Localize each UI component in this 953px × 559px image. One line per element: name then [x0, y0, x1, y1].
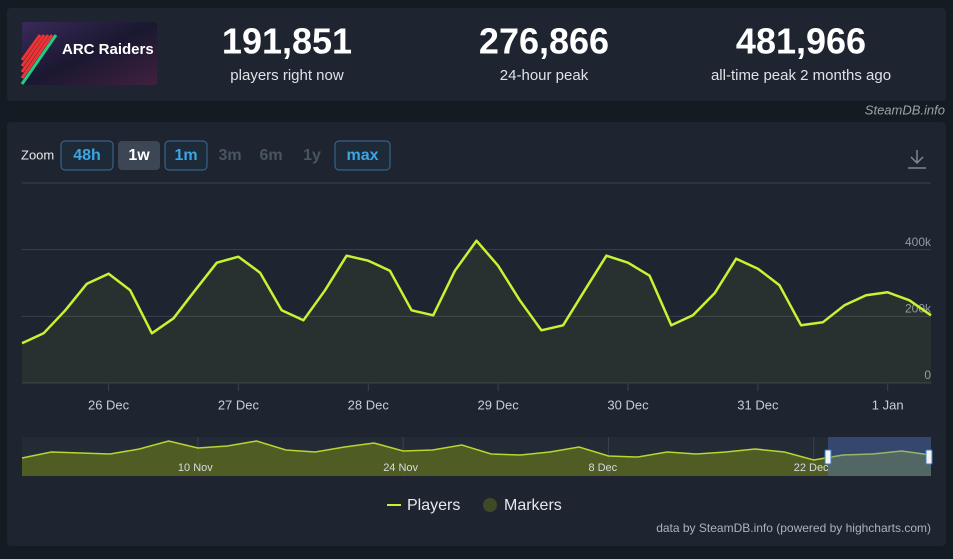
- button-label: 48h: [73, 147, 101, 164]
- zoom-buttons: 48h 1w 1m 3m 6m 1y max: [60, 140, 391, 171]
- credits: data by SteamDB.info (powered by highcha…: [656, 521, 931, 535]
- stat-label: all-time peak 2 months ago: [711, 67, 891, 84]
- button-label: max: [346, 147, 378, 164]
- stat-value: 481,966: [736, 21, 866, 62]
- area-fill: [22, 441, 931, 476]
- button-frame: [334, 140, 391, 171]
- legend-label[interactable]: Markers: [504, 497, 562, 514]
- stat-value: 276,866: [479, 21, 609, 62]
- area-fill: [22, 240, 931, 383]
- navigator-selection[interactable]: [828, 437, 931, 476]
- zoom-button: 6m: [259, 147, 282, 164]
- x-tick-label: 24 Nov: [383, 462, 418, 474]
- button-label: 6m: [259, 147, 282, 164]
- x-tick-label: 28 Dec: [348, 397, 390, 412]
- zoom-button: 3m: [218, 147, 241, 164]
- button-frame: [164, 140, 208, 171]
- zoom-button[interactable]: max: [334, 140, 391, 171]
- button-frame: [60, 140, 114, 171]
- source-link[interactable]: SteamDB.info: [865, 102, 945, 117]
- y-tick-label: 0: [924, 368, 931, 382]
- legend-symbol: [483, 498, 497, 512]
- x-tick-label: 1 Jan: [872, 397, 904, 412]
- zoom-button[interactable]: 1m: [164, 140, 208, 171]
- series-line: [21, 440, 932, 461]
- x-tick-label: 30 Dec: [607, 397, 649, 412]
- zoom-label: Zoom: [21, 147, 54, 162]
- x-tick-label: 8 Dec: [588, 462, 617, 474]
- download-icon[interactable]: [908, 150, 926, 169]
- button-label: 3m: [218, 147, 241, 164]
- x-tick-label: 22 Dec: [794, 462, 829, 474]
- button-frame: [118, 141, 160, 170]
- navigator-handle[interactable]: [824, 449, 832, 465]
- zoom-button: 1y: [303, 147, 321, 164]
- x-tick-label: 29 Dec: [478, 397, 520, 412]
- zoom-button[interactable]: 48h: [60, 140, 114, 171]
- x-tick-label: 31 Dec: [737, 397, 779, 412]
- stats-panel: [7, 8, 946, 101]
- x-tick-label: 27 Dec: [218, 397, 260, 412]
- game-logo: ARC Raiders: [20, 22, 157, 85]
- legend-label[interactable]: Players: [407, 497, 460, 514]
- button-label: 1w: [128, 147, 150, 164]
- button-label: 1y: [303, 147, 321, 164]
- button-label: 1m: [174, 147, 197, 164]
- stat-label: players right now: [230, 67, 344, 84]
- logo-text: ARC Raiders: [62, 41, 154, 58]
- x-tick-label: 10 Nov: [178, 462, 213, 474]
- zoom-button[interactable]: 1w: [118, 141, 160, 170]
- stat-label: 24-hour peak: [500, 67, 589, 84]
- navigator-handle[interactable]: [925, 449, 933, 465]
- y-tick-label: 400k: [905, 235, 932, 249]
- stat-value: 191,851: [222, 21, 352, 62]
- x-tick-label: 26 Dec: [88, 397, 130, 412]
- series-line: [21, 239, 932, 345]
